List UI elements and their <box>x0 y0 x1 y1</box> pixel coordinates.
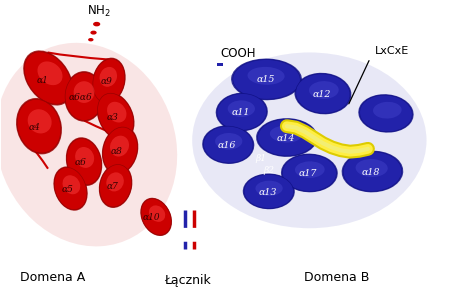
Ellipse shape <box>75 147 94 168</box>
Ellipse shape <box>227 100 254 117</box>
Text: α17: α17 <box>298 169 317 178</box>
Ellipse shape <box>99 164 132 208</box>
Ellipse shape <box>255 181 282 196</box>
Text: α16: α16 <box>217 141 235 150</box>
Text: α6: α6 <box>75 158 87 167</box>
Ellipse shape <box>295 161 324 178</box>
Circle shape <box>93 22 100 26</box>
Ellipse shape <box>92 59 124 103</box>
Ellipse shape <box>269 126 301 143</box>
Text: α15: α15 <box>256 75 274 84</box>
Ellipse shape <box>308 81 338 99</box>
Text: LxCxE: LxCxE <box>374 46 408 56</box>
Ellipse shape <box>101 126 138 175</box>
Ellipse shape <box>102 127 137 173</box>
Text: β1: β1 <box>255 154 266 163</box>
Ellipse shape <box>106 172 124 191</box>
Text: β2: β2 <box>263 166 274 175</box>
Text: Łącznik: Łącznik <box>164 273 211 287</box>
Ellipse shape <box>216 94 266 130</box>
Ellipse shape <box>17 99 61 153</box>
Ellipse shape <box>53 166 87 211</box>
Ellipse shape <box>66 137 102 186</box>
Ellipse shape <box>97 92 134 140</box>
Text: α7: α7 <box>106 182 118 191</box>
Ellipse shape <box>256 118 317 157</box>
Ellipse shape <box>372 102 401 119</box>
Ellipse shape <box>74 81 94 103</box>
Ellipse shape <box>97 93 133 139</box>
Text: α11: α11 <box>231 108 249 117</box>
Bar <box>217 63 222 66</box>
Ellipse shape <box>257 119 315 156</box>
Ellipse shape <box>62 175 80 194</box>
Ellipse shape <box>141 199 171 235</box>
Text: α8: α8 <box>111 147 123 156</box>
Text: α12: α12 <box>312 90 330 99</box>
Ellipse shape <box>65 72 103 121</box>
Ellipse shape <box>202 125 254 164</box>
Ellipse shape <box>358 94 413 133</box>
Ellipse shape <box>247 67 284 85</box>
Text: α18: α18 <box>361 168 379 177</box>
Circle shape <box>90 31 97 35</box>
Ellipse shape <box>203 126 253 163</box>
Ellipse shape <box>99 67 117 87</box>
Ellipse shape <box>281 154 337 192</box>
Ellipse shape <box>355 159 387 177</box>
Text: α1: α1 <box>37 76 48 85</box>
Text: α10: α10 <box>143 213 160 222</box>
Ellipse shape <box>110 136 129 157</box>
Ellipse shape <box>23 50 73 106</box>
Text: NH$_2$: NH$_2$ <box>87 4 110 19</box>
Text: α3: α3 <box>106 113 118 122</box>
Ellipse shape <box>107 102 126 122</box>
Ellipse shape <box>295 74 349 113</box>
Text: α13: α13 <box>258 188 276 197</box>
Circle shape <box>88 38 93 41</box>
Ellipse shape <box>232 59 299 99</box>
Ellipse shape <box>0 43 177 246</box>
Ellipse shape <box>215 133 242 150</box>
Text: α6α6: α6α6 <box>69 93 92 102</box>
Ellipse shape <box>54 167 87 210</box>
Ellipse shape <box>242 173 294 209</box>
Ellipse shape <box>67 138 101 185</box>
Ellipse shape <box>341 151 402 192</box>
Ellipse shape <box>16 98 62 154</box>
Ellipse shape <box>99 164 131 207</box>
Ellipse shape <box>64 71 104 122</box>
Ellipse shape <box>244 174 293 209</box>
Ellipse shape <box>92 58 125 104</box>
Text: Domena B: Domena B <box>303 271 368 284</box>
Ellipse shape <box>294 73 350 114</box>
Ellipse shape <box>230 59 301 100</box>
Text: α9: α9 <box>101 77 113 86</box>
Ellipse shape <box>359 95 411 132</box>
Text: α5: α5 <box>61 185 73 194</box>
Ellipse shape <box>148 205 165 222</box>
Ellipse shape <box>282 155 336 191</box>
Ellipse shape <box>342 152 401 191</box>
Text: α4: α4 <box>28 123 40 132</box>
Ellipse shape <box>24 52 72 104</box>
Text: α14: α14 <box>276 134 294 143</box>
Text: Domena A: Domena A <box>20 271 85 284</box>
Ellipse shape <box>28 109 51 133</box>
Ellipse shape <box>140 198 172 236</box>
Text: COOH: COOH <box>220 47 256 59</box>
Ellipse shape <box>37 61 62 85</box>
Ellipse shape <box>192 52 426 228</box>
Ellipse shape <box>215 93 267 131</box>
